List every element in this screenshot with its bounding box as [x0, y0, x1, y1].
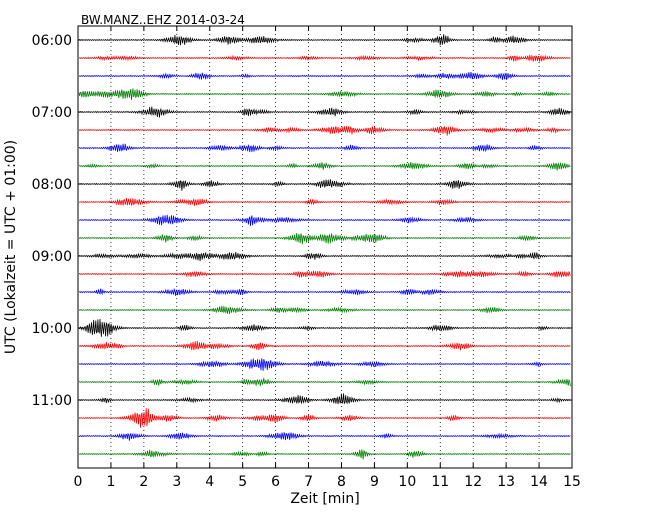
- seismic-trace: [78, 318, 571, 337]
- seismic-trace: [78, 197, 571, 206]
- x-tick-label: 14: [530, 474, 548, 490]
- x-tick-label: 13: [497, 474, 515, 490]
- y-tick-label: 08:00: [32, 177, 72, 193]
- x-tick-label: 10: [398, 474, 416, 490]
- seismic-trace: [78, 125, 571, 136]
- seismic-trace: [78, 179, 571, 191]
- seismic-trace: [78, 306, 571, 314]
- seismic-trace: [78, 214, 571, 226]
- plot-frame: [77, 25, 573, 469]
- y-axis-ticks: 06:00 07:00 08:00 09:00 10:00 11:00: [32, 33, 572, 409]
- y-tick-label: 09:00: [32, 249, 72, 265]
- seismic-trace: [78, 393, 571, 405]
- seismic-trace: [78, 88, 571, 100]
- seismic-trace: [78, 71, 571, 81]
- y-axis-label: UTC (Lokalzeit = UTC + 01:00): [3, 140, 19, 354]
- seismic-trace: [78, 432, 571, 441]
- x-tick-label: 7: [304, 474, 313, 490]
- seismic-trace: [78, 34, 571, 46]
- x-axis-label: Zeit [min]: [290, 491, 359, 507]
- y-tick-label: 10:00: [32, 321, 72, 337]
- x-tick-label: 6: [271, 474, 280, 490]
- x-tick-label: 9: [370, 474, 379, 490]
- x-tick-label: 1: [106, 474, 115, 490]
- seismic-trace: [78, 287, 571, 296]
- seismic-trace: [78, 408, 571, 428]
- x-tick-label: 12: [464, 474, 482, 490]
- chart-title: BW.MANZ..EHZ 2014-03-24: [81, 13, 245, 27]
- x-axis-ticks: 0 1 2 3 4 5 6 7 8 9 10 11 12 13 14 15: [74, 26, 581, 490]
- x-tick-label: 3: [172, 474, 181, 490]
- seismic-trace: [78, 106, 571, 118]
- seismic-trace: [78, 161, 571, 171]
- x-tick-label: 0: [74, 474, 83, 490]
- x-tick-label: 11: [431, 474, 449, 490]
- y-tick-label: 07:00: [32, 105, 72, 121]
- grid-lines: [110, 26, 540, 468]
- seismic-trace: [78, 252, 571, 262]
- seismic-trace: [78, 270, 571, 279]
- seismic-trace: [78, 377, 571, 387]
- seismic-trace: [78, 341, 571, 351]
- x-tick-label: 15: [563, 474, 581, 490]
- y-tick-label: 06:00: [32, 33, 72, 49]
- seismic-trace: [78, 232, 571, 245]
- seismic-trace: [78, 143, 571, 153]
- y-tick-label: 11:00: [32, 393, 72, 409]
- x-tick-label: 8: [337, 474, 346, 490]
- trace-group: [78, 34, 571, 460]
- x-tick-label: 2: [139, 474, 148, 490]
- seismic-trace: [78, 54, 571, 62]
- seismic-trace: [78, 358, 571, 371]
- seismic-trace: [78, 449, 571, 460]
- x-tick-label: 4: [205, 474, 214, 490]
- x-tick-label: 5: [238, 474, 247, 490]
